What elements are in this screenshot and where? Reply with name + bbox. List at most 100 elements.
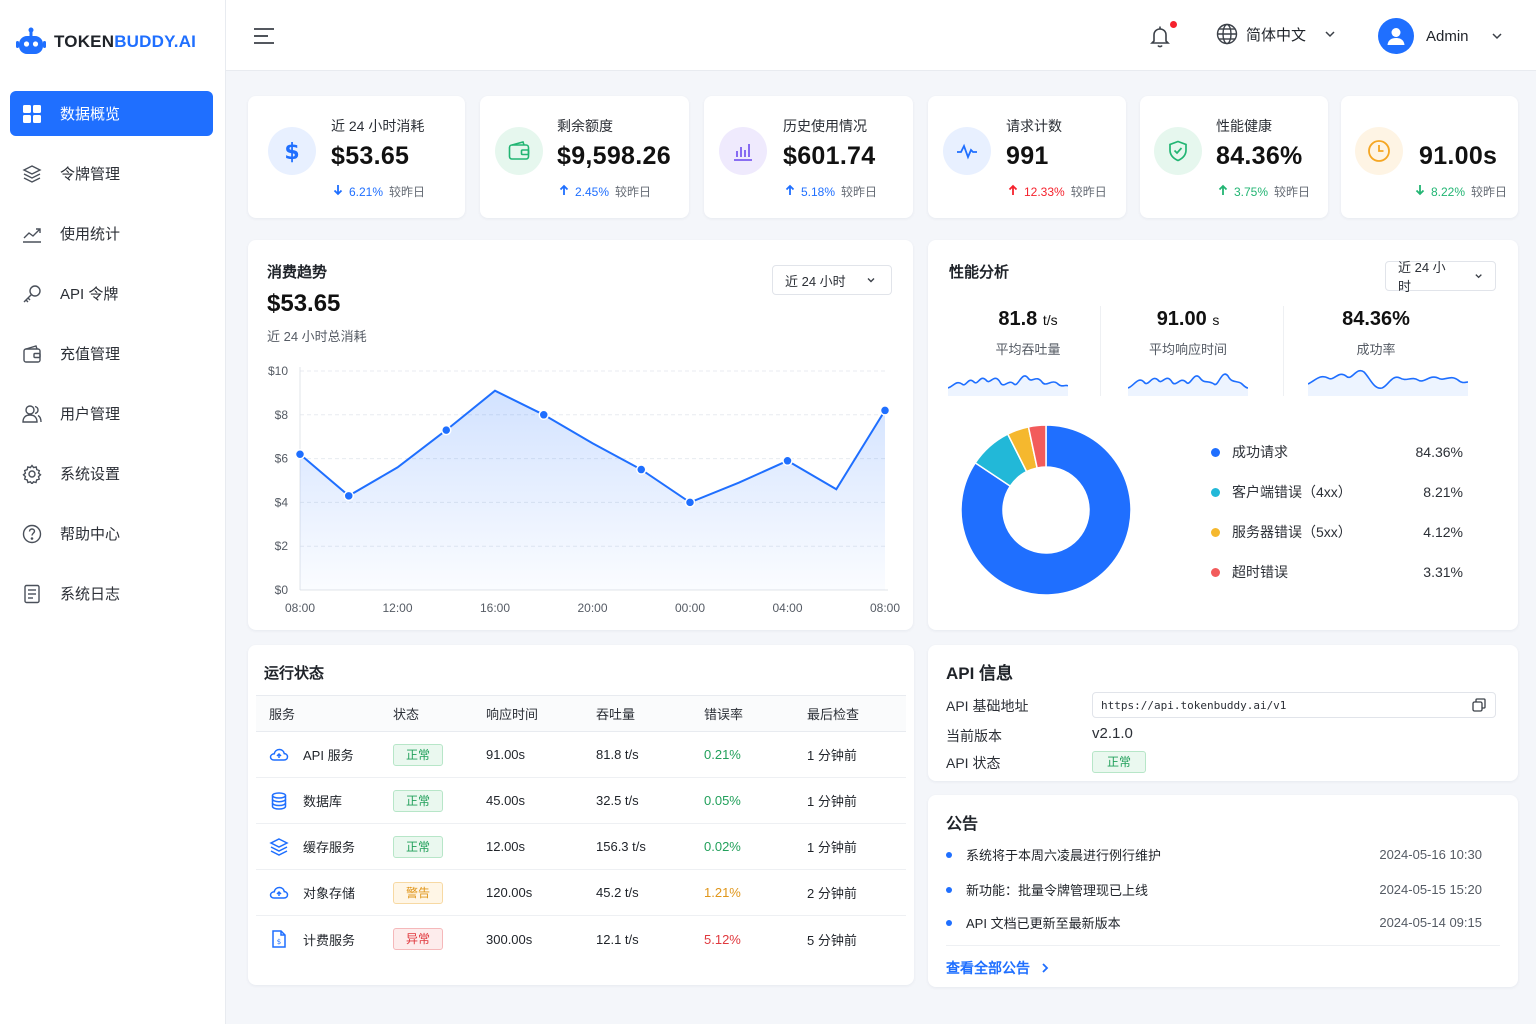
user-menu[interactable]: Admin <box>1378 18 1503 54</box>
database-icon <box>271 791 287 810</box>
error-rate: 0.02% <box>704 839 741 854</box>
service-name: 缓存服务 <box>303 840 356 855</box>
svg-text:$: $ <box>284 140 299 164</box>
card-title: 运行状态 <box>264 665 325 682</box>
trend-range-select[interactable]: 近 24 小时 <box>772 265 892 295</box>
key-icon <box>23 284 41 302</box>
language-selector[interactable]: 简体中文 <box>1216 23 1336 45</box>
announcement-text: API 文档已更新至最新版本 <box>966 916 1121 931</box>
table-row[interactable]: 对象存储 警告 120.00s 45.2 t/s 1.21% 2 分钟前 <box>256 870 906 916</box>
service-name: 对象存储 <box>303 886 356 901</box>
sidebar-item-usage-stats[interactable]: 使用统计 <box>10 211 213 256</box>
view-all-announcements-link[interactable]: 查看全部公告 <box>946 958 1050 978</box>
announcement-date: 2024-05-16 10:30 <box>1379 847 1482 862</box>
user-icon <box>1387 28 1405 45</box>
menu-toggle-icon[interactable] <box>252 24 276 48</box>
sidebar-item-recharge[interactable]: 充值管理 <box>10 331 213 376</box>
service-name: API 服务 <box>303 748 354 763</box>
api-version-label: 当前版本 <box>946 728 1002 744</box>
table-row[interactable]: $ 计费服务 异常 300.00s 12.1 t/s 5.12% 5 分钟前 <box>256 916 906 962</box>
error-rate: 0.05% <box>704 793 741 808</box>
throughput: 45.2 t/s <box>596 885 639 900</box>
sidebar-item-system-logs[interactable]: 系统日志 <box>10 571 213 616</box>
sidebar-item-label: 充值管理 <box>60 346 121 363</box>
y-tick-label: $6 <box>275 452 289 466</box>
y-tick-label: $0 <box>275 583 289 597</box>
stat-value: 991 <box>1006 142 1049 170</box>
trend-total-value: $53.65 <box>267 290 341 317</box>
data-point <box>538 409 549 421</box>
bullet-dot <box>946 886 952 893</box>
avatar <box>1378 18 1414 54</box>
sparkline-success-rate <box>1308 369 1468 396</box>
bullet-dot <box>946 851 952 858</box>
stat-icon-bg <box>719 127 767 175</box>
layers-icon <box>22 164 42 183</box>
sidebar-item-settings[interactable]: 系统设置 <box>10 451 213 496</box>
sidebar-nav: 数据概览 令牌管理 使用统计 API 令牌 充值管理 用户管理 系统设置 帮助 <box>10 91 213 631</box>
users-icon <box>22 404 42 423</box>
legend-item-success: 成功请求 84.36% <box>1211 442 1463 462</box>
metric-label: 平均响应时间 <box>1148 342 1227 357</box>
chevron-down-icon <box>1325 31 1335 38</box>
column-header: 吞吐量 <box>596 707 636 722</box>
stat-icon-bg: $ <box>268 127 316 175</box>
announcement-text: 新功能：批量令牌管理现已上线 <box>966 883 1149 898</box>
sidebar-item-users[interactable]: 用户管理 <box>10 391 213 436</box>
throughput: 156.3 t/s <box>596 839 646 854</box>
performance-range-value: 近 24 小时 <box>1398 260 1446 294</box>
arrow-up-icon <box>559 184 569 199</box>
sparkline-throughput <box>948 375 1068 396</box>
bell-icon[interactable] <box>1148 24 1172 48</box>
sidebar-item-token-management[interactable]: 令牌管理 <box>10 151 213 196</box>
x-tick-label: 20:00 <box>577 601 607 615</box>
donut-slice <box>960 424 1132 596</box>
error-rate: 5.12% <box>704 931 741 947</box>
arrow-down-icon <box>1415 184 1425 199</box>
data-point <box>441 424 452 436</box>
stat-icon-bg <box>1154 127 1202 175</box>
data-point <box>684 497 696 508</box>
bullet-dot <box>946 919 952 926</box>
announcement-date: 2024-05-14 09:15 <box>1379 915 1482 930</box>
card-title: 性能分析 <box>949 264 1010 281</box>
throughput: 12.1 t/s <box>596 931 639 947</box>
stat-card-24h-cost: $ 近 24 小时消耗 $53.65 6.21% 较昨日 <box>248 96 465 218</box>
bar-chart-icon <box>734 144 752 161</box>
x-tick-label: 00:00 <box>675 601 705 615</box>
gear-icon <box>22 463 42 484</box>
api-base-url-field[interactable]: https://api.tokenbuddy.ai/v1 <box>1092 692 1496 718</box>
column-header: 错误率 <box>704 707 744 722</box>
help-icon <box>22 524 42 543</box>
service-name: 计费服务 <box>303 932 356 948</box>
legend-value: 4.12% <box>1423 524 1463 540</box>
status-badge: 警告 <box>393 881 444 904</box>
card-title: 消费趋势 <box>267 264 328 281</box>
table-row[interactable]: 缓存服务 正常 12.00s 156.3 t/s 0.02% 1 分钟前 <box>256 824 906 870</box>
clock-icon <box>1368 140 1390 162</box>
stat-label: 近 24 小时消耗 <box>331 118 425 134</box>
stat-value: 84.36% <box>1216 142 1303 170</box>
announcement-item[interactable]: 系统将于本周六凌晨进行例行维护 2024-05-16 10:30 <box>946 845 1482 864</box>
globe-icon <box>1216 23 1238 45</box>
sidebar-item-help[interactable]: 帮助中心 <box>10 511 213 556</box>
legend-value: 84.36% <box>1415 444 1463 460</box>
y-tick-label: $4 <box>275 495 289 509</box>
table-row[interactable]: 数据库 正常 45.00s 32.5 t/s 0.05% 1 分钟前 <box>256 778 906 824</box>
sparkline-response-time <box>1128 373 1248 396</box>
chevron-right-icon <box>1042 963 1049 973</box>
stat-icon-bg <box>1355 127 1403 175</box>
sidebar-item-label: 数据概览 <box>60 106 121 123</box>
error-rate: 0.21% <box>704 747 741 762</box>
data-point <box>879 405 891 416</box>
sidebar-item-api-tokens[interactable]: API 令牌 <box>10 271 213 316</box>
error-rate: 1.21% <box>704 885 741 900</box>
brand-logo[interactable]: TOKENBUDDY.AI <box>16 26 196 58</box>
copy-icon[interactable] <box>1471 697 1487 713</box>
table-row[interactable]: API 服务 正常 91.00s 81.8 t/s 0.21% 1 分钟前 <box>256 732 906 778</box>
announcement-item[interactable]: API 文档已更新至最新版本 2024-05-14 09:15 <box>946 913 1482 932</box>
sidebar-item-label: 使用统计 <box>60 226 121 243</box>
announcement-item[interactable]: 新功能：批量令牌管理现已上线 2024-05-15 15:20 <box>946 880 1482 899</box>
performance-range-select[interactable]: 近 24 小时 <box>1385 260 1496 294</box>
sidebar-item-dashboard[interactable]: 数据概览 <box>10 91 213 136</box>
